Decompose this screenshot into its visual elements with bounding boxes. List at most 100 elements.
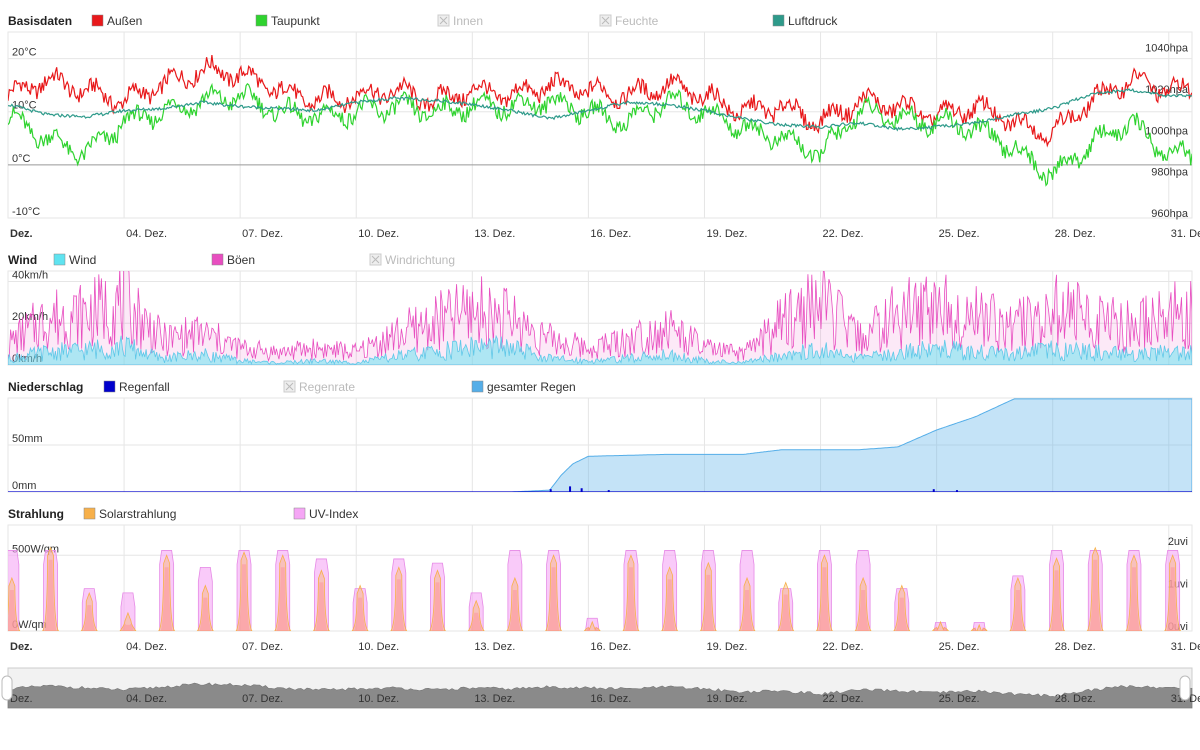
solar-core — [702, 574, 715, 631]
legend-label: Taupunkt — [271, 14, 320, 28]
y-tick-label: 0°C — [12, 153, 31, 165]
uv-peak — [700, 550, 716, 631]
solar-core — [238, 564, 251, 631]
panel-wind: WindWindBöenWindrichtung40km/h20km/h0km/… — [7, 253, 1193, 366]
chart-panels: Basisdaten Außen Taupunkt Innen Feuchte Luftd… — [7, 14, 1200, 653]
solar-core — [121, 623, 134, 631]
panel-title: Niederschlag — [8, 380, 83, 394]
legend-swatch[interactable] — [772, 14, 785, 27]
solar-core — [315, 582, 328, 631]
solar-peak — [274, 554, 292, 631]
legend-label: Regenfall — [119, 380, 170, 394]
legend-swatch[interactable] — [471, 380, 484, 393]
legend-label: UV-Index — [309, 507, 358, 521]
x-tick-label: 22. Dez. — [823, 641, 864, 653]
navigator-tick-label: 22. Dez. — [823, 693, 864, 705]
series-area-böen — [8, 271, 1192, 365]
x-tick-label: 16. Dez. — [590, 641, 631, 653]
navigator-series — [7, 682, 1193, 709]
navigator-handle-right[interactable] — [1179, 675, 1191, 701]
solar-peak — [970, 623, 988, 631]
y-tick-label: 50mm — [12, 433, 43, 445]
solar-peak — [661, 566, 679, 631]
y-tick-label-right: 2uvi — [1168, 536, 1188, 548]
x-tick-label: 28. Dez. — [1055, 641, 1096, 653]
solar-peak — [583, 620, 601, 631]
legend-swatch[interactable] — [103, 380, 116, 393]
solar-core — [1166, 567, 1179, 631]
solar-peak — [622, 554, 640, 631]
legend-disabled-icon — [439, 16, 448, 25]
legend-disabled-icon — [285, 382, 294, 391]
x-tick-label: 16. Dez. — [590, 228, 631, 240]
series-group — [8, 398, 1192, 492]
navigator-tick-label: 10. Dez. — [358, 693, 399, 705]
solar-core — [1089, 559, 1102, 631]
uv-peak — [430, 562, 445, 631]
panel-niederschlag: Niederschlag Regenfall Regenrate gesamter R… — [7, 380, 1193, 493]
y-tick-label-right: 1040hpa — [1145, 43, 1189, 55]
y-tick-label-right: 1000hpa — [1145, 125, 1189, 137]
legend-swatch[interactable] — [83, 507, 96, 520]
x-tick-label: Dez. — [10, 228, 33, 240]
legend-swatch[interactable] — [211, 253, 224, 266]
uv-peak — [197, 567, 213, 631]
uv-peak — [662, 550, 678, 631]
uv-peak — [817, 550, 832, 631]
panel-strahlung: Strahlung Solarstrahlung UV-Index500W/qm0W… — [7, 507, 1200, 653]
panel-basisdaten: Basisdaten Außen Taupunkt Innen Feuchte Luftd… — [7, 14, 1200, 240]
rain-bar — [549, 489, 552, 492]
x-tick-label: 07. Dez. — [242, 228, 283, 240]
uv-peak — [468, 592, 484, 631]
uv-peak — [1010, 575, 1026, 631]
uv-peak — [275, 550, 291, 631]
solar-peak — [196, 584, 214, 631]
solar-peak — [1125, 554, 1143, 631]
navigator-handle-left[interactable] — [1, 675, 13, 701]
solar-core — [663, 579, 676, 631]
legend-label: Luftdruck — [788, 14, 838, 28]
y-tick-label: 40km/h — [12, 269, 48, 281]
x-tick-label: 07. Dez. — [242, 641, 283, 653]
legend-swatch[interactable] — [91, 14, 104, 27]
series-line-taupunkt — [8, 82, 1192, 187]
solar-core — [1011, 590, 1024, 631]
solar-peak — [1009, 576, 1027, 631]
legend-swatch[interactable] — [293, 507, 306, 520]
solar-core — [431, 582, 444, 631]
plot-area — [7, 31, 1193, 219]
x-tick-label: 28. Dez. — [1055, 228, 1096, 240]
uv-peak — [1165, 550, 1181, 631]
navigator-tick-label: 25. Dez. — [939, 693, 980, 705]
x-tick-label: Dez. — [10, 641, 33, 653]
solar-core — [160, 567, 173, 631]
solar-core — [508, 590, 521, 631]
legend-label: Außen — [107, 14, 142, 28]
legend-label: Windrichtung — [385, 253, 455, 267]
series-area-wind — [8, 334, 1192, 365]
navigator[interactable]: Dez. 04. Dez. 07. Dez. 10. Dez. 13. Dez. 16. … — [1, 667, 1200, 709]
legend-label: Solarstrahlung — [99, 507, 176, 521]
y-tick-label: 20°C — [12, 47, 37, 59]
x-tick-label: 22. Dez. — [823, 228, 864, 240]
x-tick-label: 10. Dez. — [358, 228, 399, 240]
rain-bar — [932, 489, 935, 492]
legend-swatch[interactable] — [255, 14, 268, 27]
panel-title: Strahlung — [8, 507, 64, 521]
y-tick-label: 0W/qm — [12, 619, 47, 631]
solar-peak — [1164, 554, 1182, 631]
uv-peak — [314, 558, 329, 631]
solar-peak — [1048, 557, 1066, 631]
solar-core — [83, 605, 96, 631]
solar-peak — [80, 592, 98, 631]
rain-bar — [955, 490, 958, 492]
legend-swatch[interactable] — [53, 253, 66, 266]
y-tick-label: 0mm — [12, 480, 36, 492]
solar-core — [1127, 567, 1140, 631]
series-area-gesamter-regen — [8, 398, 1192, 492]
navigator-tick-label: 16. Dez. — [590, 693, 631, 705]
solar-core — [857, 590, 870, 631]
solar-core — [973, 627, 986, 631]
solar-peak — [506, 576, 524, 631]
